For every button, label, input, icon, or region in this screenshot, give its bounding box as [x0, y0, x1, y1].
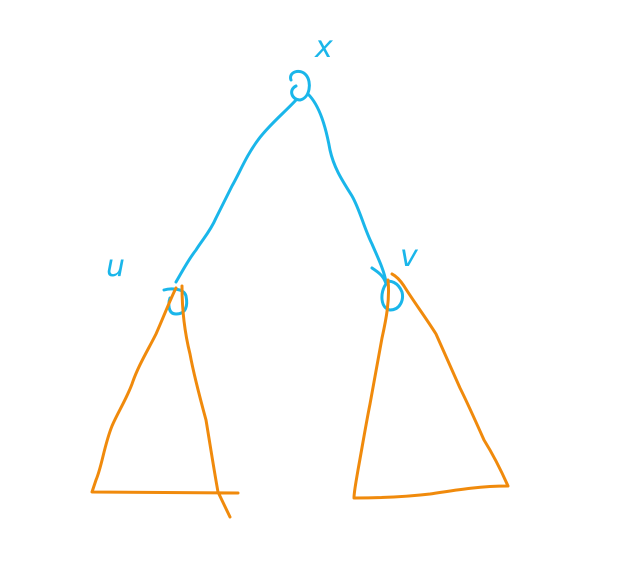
root-node-label: x — [314, 30, 333, 65]
edge-root-to-right — [306, 92, 388, 284]
right-subtree-triangle — [352, 272, 510, 500]
root-node-circle — [289, 69, 311, 102]
left-node-label: u — [106, 249, 125, 284]
right-node-circle — [370, 266, 404, 312]
edge-root-to-left — [174, 98, 298, 284]
right-node-label: v — [400, 239, 419, 274]
left-subtree-triangle — [90, 284, 240, 519]
